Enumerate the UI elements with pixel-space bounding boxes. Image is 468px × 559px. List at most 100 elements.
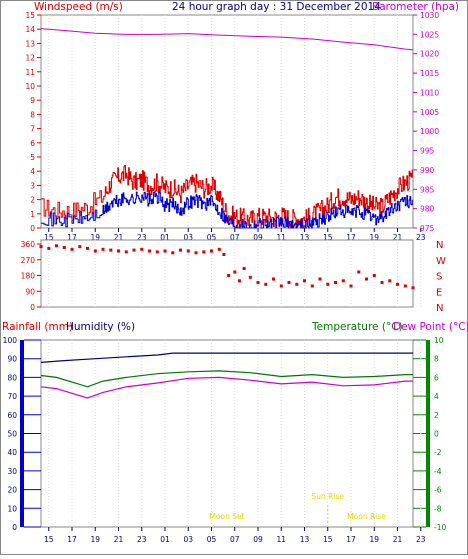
bottom-x-tick-label: 07 [230,535,240,544]
direction-point [194,251,198,255]
barometer-tick-label: 995 [420,147,435,156]
windspeed-tick-label: 15 [25,11,35,20]
direction-point [303,279,306,283]
barometer-tick-label: 1010 [420,88,439,97]
wind-x-tick-label: 23 [416,233,426,242]
direction-point [334,281,337,284]
humidity-tick-label: 10 [7,504,17,513]
wind-x-tick-label: 11 [276,233,286,242]
humidity-series-line [40,352,413,363]
wind-x-tick-label: 01 [160,233,170,242]
direction-point [217,247,221,251]
direction-point [202,250,206,254]
dewpoint-axis-title: Dew Point (°C) [393,321,468,333]
direction-point [279,284,283,288]
astro-label: Moon Set [209,512,244,521]
direction-point [93,249,97,253]
windspeed-tick-label: 1 [30,210,35,219]
humidity-tick-label: 20 [7,486,17,495]
temperature-series-line [40,370,413,388]
direction-point [227,274,231,277]
bottom-x-tick-label: 03 [183,535,193,544]
temperature-tick-label: 0 [434,430,439,439]
temperature-tick-label: 6 [434,373,439,382]
compass-label: W [436,256,446,267]
temperature-tick-label: -4 [434,467,442,476]
direction-point [210,249,213,253]
direction-tick-label: 90 [25,287,35,296]
astro-label: Moon Rise [347,512,386,521]
direction-point [248,275,252,279]
barometer-tick-label: 990 [420,166,435,175]
bottom-x-tick-label: 15 [44,535,54,544]
direction-point [233,270,237,274]
direction-point [101,247,105,251]
bottom-x-tick-label: 11 [276,535,286,544]
wind-x-tick-label: 23 [137,233,147,242]
direction-plot-frame [40,239,414,308]
bottom-x-tick-label: 13 [300,535,310,544]
humidity-tick-label: 90 [7,355,17,364]
wind-x-tick-label: 09 [253,233,263,242]
bottom-x-tick-label: 23 [137,535,147,544]
wind-plot-frame [40,14,414,229]
wind-x-tick-label: 19 [369,233,379,242]
barometer-tick-label: 985 [420,185,435,194]
barometer-tick-label: 1000 [420,127,439,136]
direction-point [70,247,74,251]
windspeed-tick-label: 12 [25,54,35,63]
direction-point [171,251,175,255]
wind-x-tick-label: 19 [90,233,100,242]
temperature-tick-label: -10 [434,523,446,532]
direction-point [365,277,368,281]
direction-point [237,279,241,283]
direction-point [148,249,151,253]
temperature-tick-label: 2 [434,411,439,420]
direction-point [186,249,190,253]
wind-x-tick-label: 21 [393,233,403,242]
wind-x-tick-label: 17 [67,233,77,242]
graph-title: 24 hour graph day : 31 December 2014 [172,1,381,13]
temp-axis-bar [426,340,430,527]
direction-point [62,246,66,249]
compass-label: E [436,287,442,298]
direction-tick-label: 180 [21,272,36,281]
gust-series-line [41,191,413,229]
humidity-tick-label: 100 [3,336,18,345]
humidity-tick-label: 50 [7,430,17,439]
direction-point [295,282,299,286]
bottom-x-tick-label: 21 [393,535,403,544]
astro-label: Sun Rise [312,492,345,501]
windspeed-tick-label: 10 [25,82,35,91]
wind-x-tick-label: 07 [230,233,240,242]
windspeed-tick-label: 3 [30,181,35,190]
humidity-tick-label: 70 [7,392,17,401]
barometer-axis-title: Barometer (hpa) [372,1,459,13]
bottom-x-tick-label: 17 [67,535,77,544]
direction-point [117,249,120,253]
direction-point [372,274,376,277]
direction-point [349,284,353,288]
direction-point [318,277,322,281]
rain-axis-bar [20,340,24,527]
direction-point [357,270,361,274]
direction-point [132,248,136,252]
direction-point [388,279,392,283]
temperature-tick-label: 8 [434,355,439,364]
wind-x-tick-label: 05 [207,233,217,242]
barometer-tick-label: 1005 [420,108,439,117]
humidity-tick-label: 0 [12,523,17,532]
direction-point [341,279,345,283]
bottom-x-tick-label: 19 [369,535,379,544]
temperature-tick-label: 4 [434,392,439,401]
direction-point [140,247,144,251]
bottom-x-tick-label: 23 [416,535,426,544]
direction-point [326,282,330,286]
windspeed-tick-label: 8 [30,110,35,119]
windspeed-series-line [41,165,413,229]
direction-point [55,244,58,248]
direction-point [155,250,159,254]
direction-point [109,248,113,252]
direction-point [411,286,415,290]
